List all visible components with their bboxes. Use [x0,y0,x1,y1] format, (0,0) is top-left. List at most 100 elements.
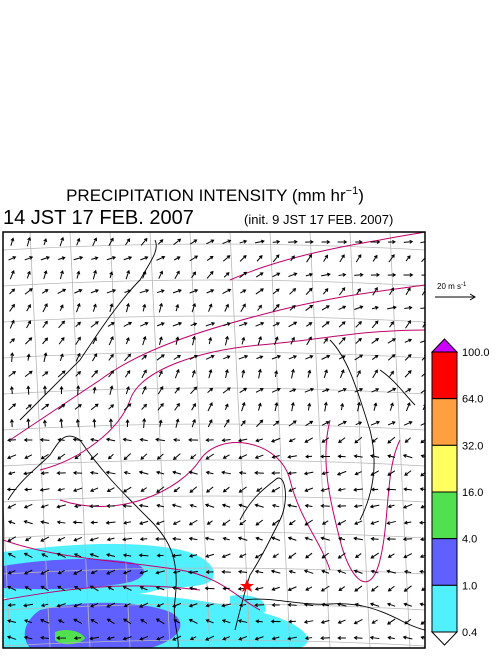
wind-arrow [221,470,232,475]
wind-arrow [10,237,15,246]
wind-arrow [337,569,347,574]
wind-arrow [288,520,296,526]
grid-line [29,232,51,648]
wind-arrow [188,437,198,442]
wind-arrow [238,486,247,493]
wind-arrow [256,487,263,492]
wind-arrow [208,303,213,312]
wind-arrow [43,352,48,362]
wind-arrow [24,288,33,295]
wind-arrow [106,256,117,261]
wind-arrow [158,302,163,313]
wind-arrow [72,520,83,525]
wind-arrow [254,552,264,559]
wind-arrow [305,586,313,591]
wind-arrow [404,370,412,378]
wind-arrow [369,454,380,459]
wind-arrow [303,471,314,476]
wind-arrow [305,420,314,427]
wind-arrow [271,454,280,459]
wind-arrow [387,338,396,344]
wind-arrow [255,288,264,295]
wind-arrow [354,471,362,476]
wind-arrow [369,602,380,607]
wind-arrow [288,552,297,559]
wind-arrow [272,288,280,295]
location-marker [240,579,254,592]
wind-arrow [239,603,247,608]
wind-arrow [188,553,198,558]
wind-arrow [305,272,314,277]
wind-arrow [73,256,84,261]
grid-line [3,279,425,287]
wind-arrow [157,402,164,411]
wind-arrow [404,437,411,443]
wind-arrow [238,553,247,558]
wind-arrow [24,619,33,624]
wind-arrow [222,586,230,591]
wind-arrow [257,368,262,379]
wind-arrow [24,454,33,459]
ref-vector-arrow [435,293,476,301]
wind-arrow [172,289,182,294]
wind-arrow [122,553,132,558]
wind-arrow [238,322,248,327]
wind-arrow [222,536,230,541]
wind-arrow [140,619,148,624]
wind-arrow [188,470,198,475]
wind-arrow [403,487,412,492]
wind-arrow [370,420,381,426]
wind-arrow [337,454,346,459]
wind-arrow [237,619,248,623]
wind-arrow [141,369,147,379]
wind-arrow [191,271,197,279]
wind-arrow [23,471,34,476]
wind-arrow [56,471,66,476]
wind-arrow [139,288,150,294]
wind-arrow [403,239,414,244]
wind-arrow [26,320,32,329]
wind-arrow [370,487,379,492]
wind-arrow [191,302,197,313]
grid-line [3,495,425,503]
wind-arrow [174,270,180,279]
wind-arrow [76,302,81,313]
wind-arrow [353,454,363,459]
grid-line [3,243,425,251]
wind-arrow [75,352,81,362]
wind-arrow [206,520,213,525]
wind-arrow [108,370,115,378]
colorbar-bin [431,584,458,633]
wind-arrow [306,253,313,263]
wind-arrow [57,536,66,542]
wind-arrow [272,239,281,244]
wind-arrow [173,256,181,261]
wind-arrow [190,239,198,245]
wind-arrow [141,354,147,360]
wind-arrow [223,272,230,278]
wind-arrow [221,503,231,508]
wind-arrow [8,471,16,476]
wind-arrow [256,419,264,428]
wind-arrow [208,368,213,379]
wind-arrow [89,470,99,475]
wind-arrow [403,272,414,277]
wind-arrow [287,602,297,607]
wind-arrow [74,404,82,410]
wind-arrow [7,553,16,558]
wind-arrow [58,336,65,345]
wind-arrow [372,254,378,262]
wind-arrow [125,238,131,246]
wind-arrow [238,636,248,641]
wind-arrow [140,487,147,492]
wind-arrow [322,288,329,295]
wind-arrow [206,486,214,493]
wind-arrow [139,537,148,542]
wind-arrow [288,438,296,443]
wind-arrow [206,270,214,279]
wind-arrow [372,286,378,296]
wind-arrow [10,352,15,362]
wind-arrow [370,470,379,476]
wind-arrow [92,418,97,428]
wind-arrow [307,402,312,411]
